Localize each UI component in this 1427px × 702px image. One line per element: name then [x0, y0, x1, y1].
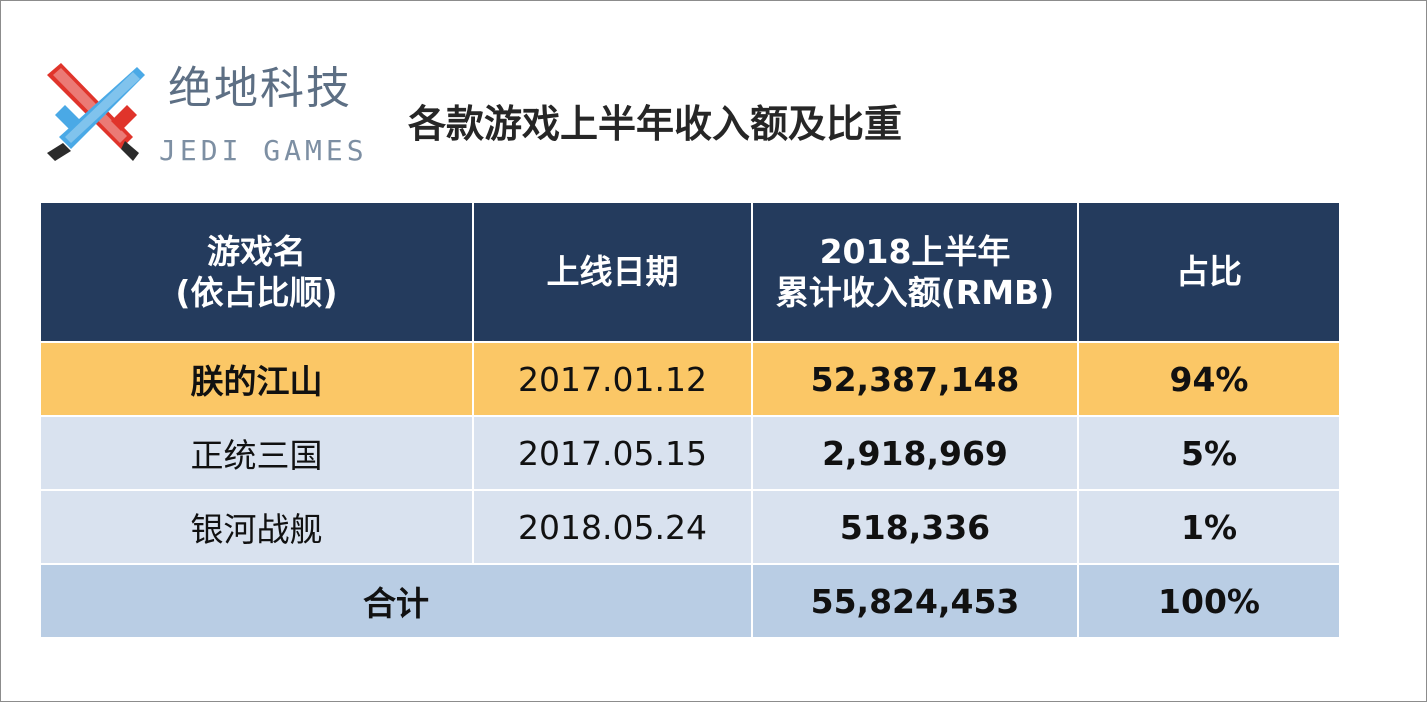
cell-launch-date: 2018.05.24 — [472, 489, 753, 565]
header-share: 占比 — [1077, 201, 1341, 343]
cell-share: 1% — [1077, 489, 1341, 565]
header-launch-date-label: 上线日期 — [546, 252, 679, 292]
revenue-table: 游戏名 (依占比顺) 上线日期 2018上半年 累计收入额(RMB) 占比 朕的… — [39, 201, 1341, 639]
cell-share: 5% — [1077, 415, 1341, 491]
cell-game-name: 正统三国 — [39, 415, 474, 491]
header-revenue-line1: 2018上半年 — [819, 231, 1011, 271]
table-total-row: 合计 55,824,453 100% — [39, 563, 1341, 639]
table-row: 银河战舰 2018.05.24 518,336 1% — [39, 489, 1341, 565]
cell-revenue: 2,918,969 — [751, 415, 1079, 491]
cell-launch-date: 2017.01.12 — [472, 341, 753, 417]
cell-launch-date: 2017.05.15 — [472, 415, 753, 491]
logo-chinese-text: 绝地科技 — [168, 63, 352, 114]
header-game-name-line2: (依占比顺) — [175, 273, 338, 312]
company-logo: 绝地科技 JEDI GAMES — [41, 57, 381, 167]
header-game-name-line1: 游戏名 — [207, 231, 306, 271]
header-revenue: 2018上半年 累计收入额(RMB) — [751, 201, 1079, 343]
table-header-row: 游戏名 (依占比顺) 上线日期 2018上半年 累计收入额(RMB) 占比 — [39, 201, 1341, 343]
table-row: 正统三国 2017.05.15 2,918,969 5% — [39, 415, 1341, 491]
cell-revenue: 518,336 — [751, 489, 1079, 565]
cell-share: 94% — [1077, 341, 1341, 417]
cell-total-revenue: 55,824,453 — [751, 563, 1079, 639]
logo-english-text: JEDI GAMES — [159, 134, 368, 167]
page-title: 各款游戏上半年收入额及比重 — [408, 102, 903, 146]
cell-total-share: 100% — [1077, 563, 1341, 639]
header-share-label: 占比 — [1176, 252, 1242, 292]
table-row: 朕的江山 2017.01.12 52,387,148 94% — [39, 341, 1341, 417]
header-game-name: 游戏名 (依占比顺) — [39, 201, 474, 343]
cell-total-label: 合计 — [39, 563, 753, 639]
cell-game-name: 银河战舰 — [39, 489, 474, 565]
header-launch-date: 上线日期 — [472, 201, 753, 343]
crossed-swords-logo-icon — [47, 63, 145, 161]
cell-game-name: 朕的江山 — [39, 341, 474, 417]
cell-revenue: 52,387,148 — [751, 341, 1079, 417]
header-revenue-line2: 累计收入额(RMB) — [775, 273, 1055, 312]
